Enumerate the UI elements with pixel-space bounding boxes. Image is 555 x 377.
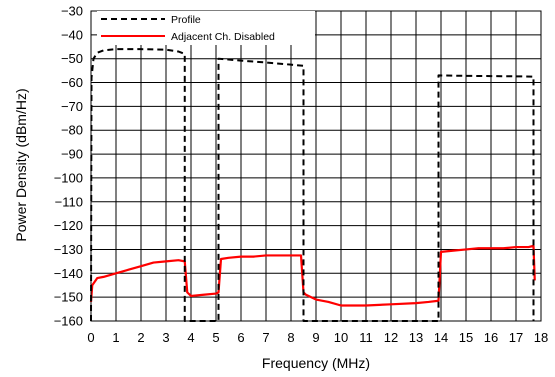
x-tick-label: 4 — [187, 330, 194, 345]
legend-label-profile: Profile — [171, 14, 201, 26]
y-tick-label: −40 — [61, 27, 83, 42]
x-tick-label: 6 — [237, 330, 244, 345]
x-tick-labels: 0 1 2 3 4 5 6 7 8 9 10 11 12 13 14 15 16 17 18 — [87, 330, 548, 345]
y-axis-title: Power Density (dBm/Hz) — [13, 88, 29, 241]
series-adjacent-disabled-line — [89, 244, 536, 307]
y-tick-label: −70 — [61, 99, 83, 114]
x-tick-label: 11 — [359, 330, 373, 345]
series-profile-line — [90, 48, 535, 322]
y-tick-label: −100 — [54, 170, 83, 185]
x-tick-label: 2 — [137, 330, 144, 345]
x-tick-label: 15 — [459, 330, 473, 345]
x-tick-label: 7 — [262, 330, 269, 345]
y-tick-label: −30 — [61, 4, 83, 19]
x-tick-label: 17 — [509, 330, 523, 345]
x-tick-label: 1 — [112, 330, 119, 345]
x-tick-label: 9 — [312, 330, 319, 345]
legend: Profile Adjacent Ch. Disabled — [97, 11, 315, 45]
plot-frame — [90, 10, 542, 322]
y-tick-label: −120 — [54, 218, 83, 233]
y-tick-label: −150 — [54, 290, 83, 305]
legend-label-adjacent-disabled: Adjacent Ch. Disabled — [171, 31, 275, 43]
y-tick-label: −110 — [55, 194, 83, 209]
y-tick-label: −80 — [61, 123, 83, 138]
y-tick-label: −160 — [54, 314, 83, 329]
x-tick-label: 12 — [384, 330, 398, 345]
y-tick-label: −90 — [61, 147, 83, 162]
y-tick-labels: −30 −40 −50 −60 −70 −80 −90 −100 −110 −120 −130 −14… — [54, 4, 83, 329]
x-tick-label: 18 — [534, 330, 548, 345]
x-tick-label: 3 — [162, 330, 169, 345]
y-tick-label: −140 — [54, 266, 83, 281]
grid-lines — [90, 10, 542, 322]
x-tick-label: 16 — [484, 330, 498, 345]
legend-box — [97, 11, 315, 45]
y-tick-label: −50 — [61, 51, 83, 66]
x-tick-label: 13 — [409, 330, 423, 345]
x-tick-label: 10 — [334, 330, 348, 345]
y-tick-label: −60 — [61, 75, 83, 90]
series-layer — [89, 48, 536, 322]
x-tick-label: 14 — [434, 330, 448, 345]
x-tick-label: 8 — [287, 330, 294, 345]
x-tick-label: 0 — [87, 330, 94, 345]
x-tick-label: 5 — [212, 330, 219, 345]
x-axis-title: Frequency (MHz) — [262, 355, 370, 371]
y-tick-label: −130 — [54, 242, 83, 257]
